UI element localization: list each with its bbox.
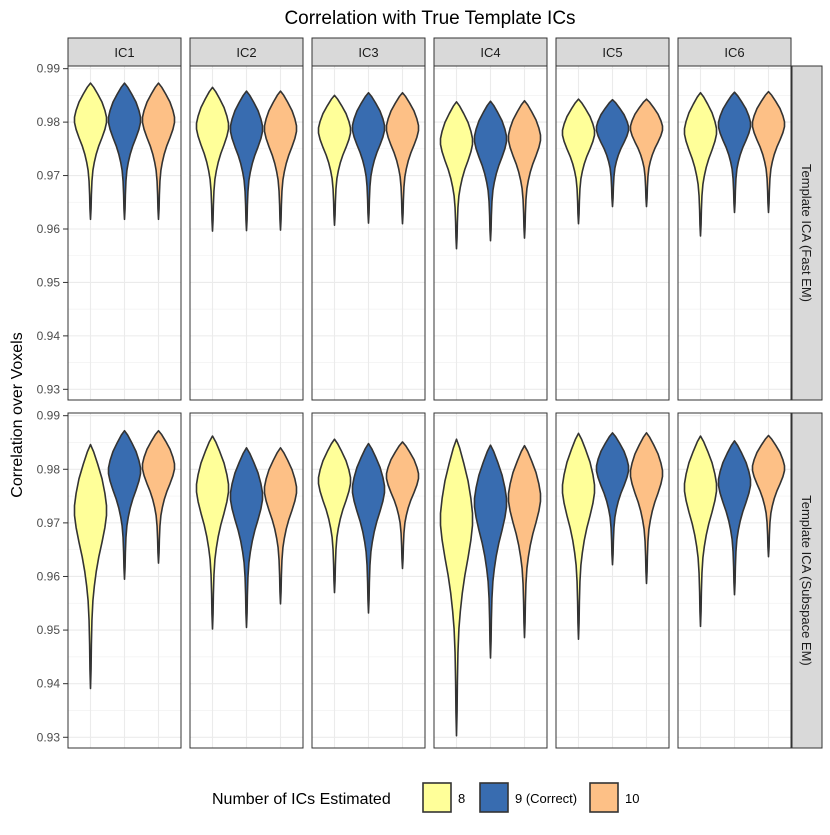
violin [561,98,596,225]
panel-border [311,412,426,749]
legend-swatch [589,782,619,813]
panels [67,65,792,749]
panel-border [189,412,304,749]
legend-items: 8 9 (Correct) 10 [422,782,639,813]
y-tick-label: 0.95 [37,275,61,289]
violin [595,98,630,208]
violin [507,99,542,239]
legend-item-label: 9 (Correct) [515,791,577,806]
column-strip [677,37,792,67]
violin [317,94,352,227]
panel [433,412,548,749]
row-strip-label: Template ICA (Fast EM) [799,164,814,302]
violin [439,101,474,250]
column-strip [189,37,304,67]
column-strip-label: IC1 [114,45,134,60]
y-tick-label: 0.94 [37,329,61,343]
panel [433,65,548,401]
legend-title: Number of ICs Estimated [212,791,391,808]
violin [107,82,142,221]
violin [507,444,542,639]
violin [351,442,386,614]
violin [263,447,298,605]
y-tick-label: 0.93 [37,730,61,744]
column-strip-label: IC2 [236,45,256,60]
panel [189,65,304,401]
violin [473,100,508,242]
violin [717,91,752,214]
column-strip-label: IC6 [724,45,744,60]
panel [677,412,792,749]
chart-title: Correlation with True Template ICs [284,8,575,29]
panel [311,65,426,401]
panel-border [555,412,670,749]
violin [473,444,508,659]
y-tick-label: 0.96 [37,222,61,236]
violin [195,435,230,630]
legend-swatch [422,782,452,813]
panel-border [677,412,792,749]
y-tick-label: 0.93 [37,382,61,396]
column-strip-label: IC4 [480,45,500,60]
legend-swatch [479,782,509,813]
column-strip [311,37,426,67]
violin [629,432,664,585]
y-tick-label: 0.95 [37,623,61,637]
violin [141,82,176,221]
panel [67,412,182,749]
row-strip-label: Template ICA (Subspace EM) [799,495,814,666]
violin [629,98,664,208]
panel [67,65,182,401]
y-axis-label: Correlation over Voxels [9,332,26,497]
violin [385,91,420,225]
violin [561,432,596,640]
y-tick-label: 0.94 [37,677,61,691]
legend: Number of ICs Estimated 8 9 (Correct) 10 [212,782,639,813]
violin [229,90,264,232]
violin [717,440,752,596]
violin [73,82,108,221]
column-strip [67,37,182,67]
row-strip [791,412,823,749]
violin [751,90,786,214]
y-tick-label: 0.98 [37,115,61,129]
violin [229,447,264,629]
y-tick-label: 0.99 [37,409,61,423]
panel-border [67,412,182,749]
panel [677,65,792,401]
violin [683,435,718,628]
row-strip [791,65,823,401]
y-tick-label: 0.99 [37,62,61,76]
column-strip [555,37,670,67]
y-tick-label: 0.97 [37,169,61,183]
panel [311,412,426,749]
violin [439,438,474,737]
panel [189,412,304,749]
violin [317,438,352,594]
column-strip [433,37,548,67]
legend-item-label: 10 [625,791,639,806]
violin [263,90,298,231]
y-tick-label: 0.98 [37,462,61,476]
column-strip-label: IC3 [358,45,378,60]
legend-item-label: 8 [458,791,465,806]
violin [385,441,420,570]
violin [73,443,108,690]
violin [683,91,718,237]
panel-border [433,412,548,749]
y-tick-label: 0.97 [37,516,61,530]
violin [195,86,230,232]
violin [107,429,142,580]
y-tick-label: 0.96 [37,569,61,583]
violin [751,434,786,558]
violin [595,432,630,566]
violin [141,429,176,564]
column-strip-label: IC5 [602,45,622,60]
panel [555,412,670,749]
violin [351,91,386,224]
panel [555,65,670,401]
